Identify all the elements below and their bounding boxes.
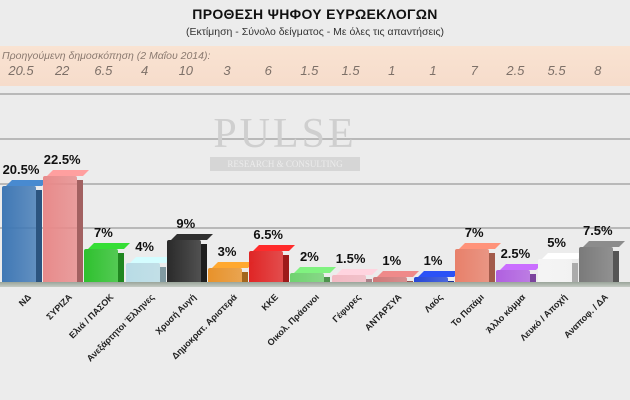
bar-value-label: 6.5% — [253, 227, 283, 243]
previous-poll-label: Προηγούμενη δημοσκόπηση (2 Μαΐου 2014): — [2, 50, 211, 62]
bar-value-label: 2.5% — [500, 246, 531, 262]
bar-value-label: 7.5% — [582, 222, 613, 238]
bar — [290, 266, 337, 282]
previous-poll-value: 2.5 — [506, 63, 525, 78]
gridline — [0, 183, 630, 185]
previous-poll-value: 22 — [54, 63, 70, 78]
category-label: ΑΝΤΑΡΣΥΑ — [363, 292, 404, 333]
bar-value-label: 1% — [423, 253, 443, 268]
bar-value-label: 5% — [547, 234, 566, 250]
previous-poll-value: 8 — [594, 63, 602, 78]
chart-subtitle: (Εκτίμηση - Σύνολο δείγματος - Με όλες τ… — [185, 26, 445, 38]
category-label: ΣΥΡΙΖΑ — [44, 292, 75, 322]
category-label: Γέφυρες — [330, 292, 363, 325]
category-label: Άλλο κόμμα — [484, 292, 528, 336]
bar — [208, 261, 254, 282]
category-label: Λαός — [422, 292, 446, 315]
category-label: Το Ποτάμι — [449, 292, 487, 329]
bar-value-label: 2% — [299, 248, 319, 264]
bar-value-label: 22.5% — [43, 152, 81, 168]
bar — [331, 268, 378, 282]
previous-poll-value: 1 — [388, 63, 396, 78]
bar — [2, 179, 48, 282]
bar — [578, 240, 625, 282]
bar — [43, 170, 90, 282]
category-label: Αναποφ. / ΔΑ — [561, 292, 610, 341]
previous-poll-value: 1.5 — [341, 63, 360, 78]
previous-poll-value: 10 — [178, 63, 194, 78]
previous-poll-value: 6 — [264, 63, 272, 78]
previous-poll-value: 5.5 — [547, 63, 566, 78]
bar — [455, 243, 502, 282]
category-label: ΚΚΕ — [259, 292, 281, 313]
previous-poll-value: 1.5 — [300, 63, 319, 78]
chart-title: ΠΡΟΘΕΣΗ ΨΗΦΟΥ ΕΥΡΩΕΚΛΟΓΩΝ — [192, 6, 438, 22]
previous-poll-value: 1 — [429, 63, 437, 78]
bar-value-label: 3% — [217, 243, 237, 259]
pulse-watermark: PULSE — [213, 111, 357, 157]
bar — [166, 233, 213, 282]
category-label: ΝΔ — [16, 292, 34, 309]
category-label: Χρυσή Αυγή — [153, 292, 198, 337]
bar — [414, 271, 460, 282]
bar-value-label: 7% — [93, 225, 113, 241]
previous-poll-value: 3 — [223, 63, 231, 78]
bar — [496, 264, 543, 282]
gridline — [0, 227, 630, 229]
gridline — [0, 138, 630, 140]
chart-baseline — [0, 282, 630, 287]
previous-poll-value: 6.5 — [94, 63, 113, 78]
bar-value-label: 1% — [382, 253, 402, 268]
pulse-watermark-tagline: RESEARCH & CONSULTING — [210, 157, 360, 171]
bar-value-label: 1.5% — [335, 250, 366, 266]
bar — [249, 245, 296, 282]
previous-poll-value: 7 — [470, 63, 478, 78]
gridline — [0, 93, 630, 95]
bar — [125, 257, 172, 282]
previous-poll-band — [0, 46, 630, 86]
bar-value-label: 9% — [176, 215, 196, 231]
previous-poll-value: 4 — [140, 63, 149, 78]
bar — [84, 243, 131, 282]
bar — [537, 252, 584, 282]
bar-value-label: 7% — [464, 225, 484, 241]
bar — [372, 271, 419, 282]
bar-value-label: 20.5% — [2, 161, 40, 177]
previous-poll-value: 20.5 — [8, 63, 34, 78]
bar-value-label: 4% — [135, 239, 154, 255]
